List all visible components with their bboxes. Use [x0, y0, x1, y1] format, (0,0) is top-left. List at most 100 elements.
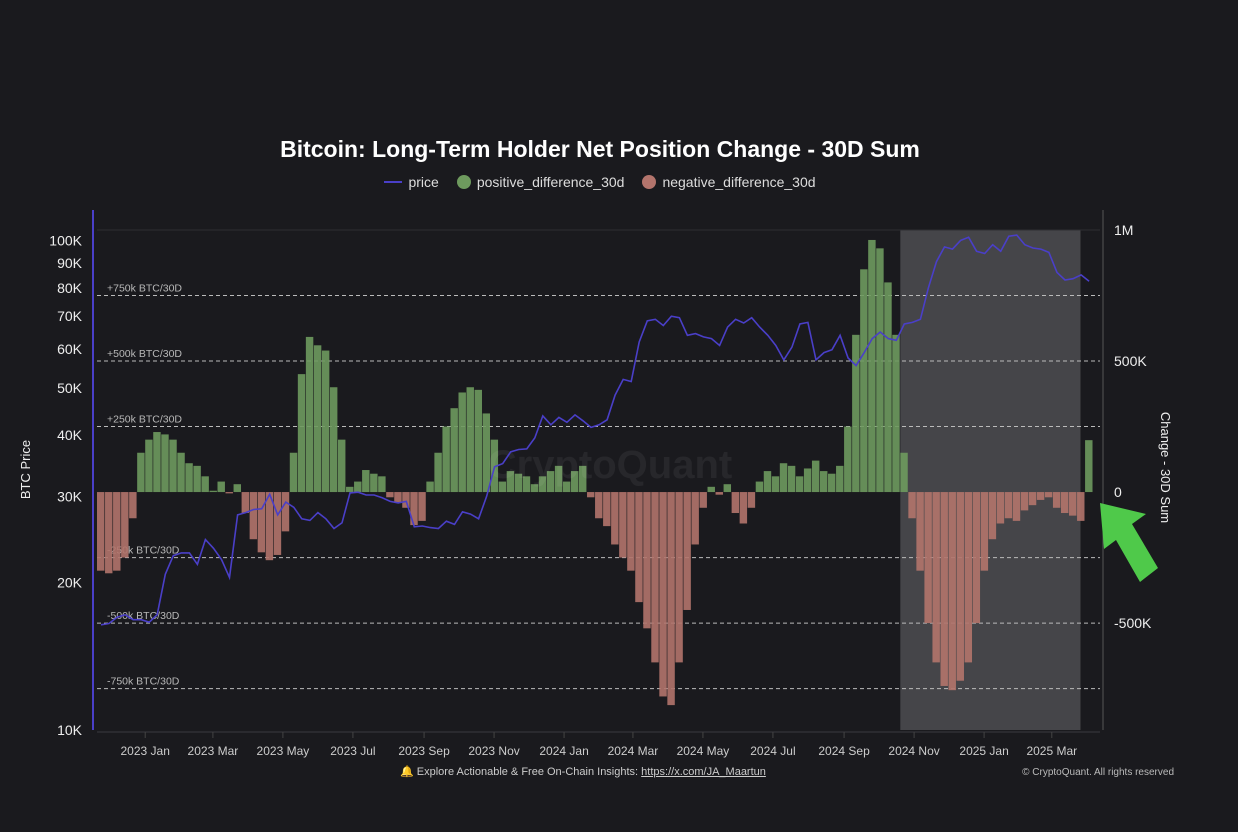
y-left-tick-label: 60K [57, 341, 83, 357]
bar-negative [603, 492, 611, 527]
bar-positive [185, 463, 193, 493]
bar-negative [635, 492, 643, 603]
bar-negative [410, 492, 418, 526]
legend-label: positive_difference_30d [476, 174, 625, 190]
bar-negative [129, 492, 137, 519]
arrow-up-left-icon [1100, 503, 1158, 582]
bar-positive [546, 471, 555, 493]
reference-line-label: +500k BTC/30D [107, 348, 182, 360]
bar-negative [627, 492, 635, 571]
bar-positive [795, 476, 804, 493]
bar-positive [161, 434, 169, 493]
y-right-label: Change - 30D Sum [1158, 411, 1174, 524]
bar-positive [836, 465, 844, 493]
y-left-tick-label: 30K [57, 488, 83, 504]
bar-positive [289, 452, 298, 493]
bar-negative [964, 492, 973, 663]
watermark: CryptoQuant [488, 443, 732, 487]
bar-positive [233, 484, 241, 493]
bar-positive [313, 345, 322, 493]
legend-swatch [456, 175, 471, 189]
bar-positive [844, 426, 852, 493]
bar-positive [771, 476, 780, 493]
y-left-tick-label: 100K [49, 232, 82, 248]
bar-negative [386, 492, 394, 498]
x-tick-label: 2023 Jan [121, 744, 170, 758]
bar-positive [482, 413, 491, 493]
bar-negative [699, 492, 707, 508]
y-left-tick-label: 90K [57, 255, 83, 271]
y-right-tick-label: 1M [1114, 222, 1133, 238]
x-tick-label: 2024 Jul [750, 744, 795, 758]
bar-negative [651, 492, 659, 663]
bar-positive [723, 484, 732, 493]
bar-positive [346, 486, 354, 493]
y-left-tick-label: 80K [57, 280, 83, 296]
x-tick-label: 2025 Jan [959, 744, 1008, 758]
bar-positive [570, 471, 579, 493]
bar-positive [370, 473, 378, 493]
y-left-label: BTC Price [18, 439, 34, 500]
bar-positive [530, 484, 539, 493]
bar-positive [450, 408, 458, 493]
bar-positive [787, 465, 796, 493]
bar-negative [121, 492, 129, 558]
bar-negative [980, 492, 989, 571]
legend-item-price[interactable]: price [384, 174, 439, 190]
bar-negative [932, 492, 940, 663]
bar-positive [562, 481, 571, 493]
bar-positive [892, 334, 900, 493]
bar-positive [193, 465, 201, 493]
footer-link[interactable]: https://x.com/JA_Maartun [641, 766, 766, 778]
bar-positive [297, 374, 306, 493]
bar-positive [876, 248, 884, 493]
x-tick-label: 2023 Mar [188, 744, 239, 758]
y-left-tick-label: 40K [57, 427, 83, 443]
legend-item-positive[interactable]: positive_difference_30d [456, 174, 625, 190]
legend: price positive_difference_30d negative_d… [0, 174, 1200, 190]
bar-negative [924, 492, 932, 624]
bar-negative [643, 492, 651, 629]
bar-negative [972, 492, 981, 624]
bar-negative [988, 492, 997, 540]
bar-positive [763, 471, 772, 493]
bar-negative [1077, 492, 1085, 521]
price-line [100, 234, 1090, 626]
bar-positive [900, 452, 908, 493]
bar-positive [522, 476, 531, 493]
bar-positive [442, 426, 450, 493]
bar-positive [490, 439, 499, 493]
bar-positive [217, 481, 225, 493]
y-right-tick-label: 0 [1114, 484, 1122, 500]
bar-negative [257, 492, 266, 553]
bar-negative [675, 492, 683, 663]
bar-negative [908, 492, 916, 519]
bar-negative [747, 492, 756, 508]
footer-text: Explore Actionable & Free On-Chain Insig… [416, 766, 642, 778]
bar-positive [434, 452, 442, 493]
x-tick-label: 2024 Mar [608, 744, 659, 758]
bar-negative [940, 492, 948, 686]
bar-negative [1004, 492, 1013, 519]
bar-positive [426, 481, 434, 493]
bar-positive [538, 476, 547, 493]
bar-negative [281, 492, 290, 532]
bar-negative [97, 492, 105, 571]
bar-positive [466, 387, 474, 493]
y-right-tick-label: -500K [1114, 615, 1152, 631]
bar-positive [169, 439, 177, 493]
legend-item-negative[interactable]: negative_difference_30d [642, 174, 816, 190]
bar-negative [683, 492, 691, 610]
bar-negative [1028, 492, 1037, 506]
y-left-tick-label: 70K [57, 308, 83, 324]
bar-negative [1044, 492, 1053, 498]
bar-negative [996, 492, 1005, 524]
bar-positive [153, 432, 161, 493]
footer: 🔔 Explore Actionable & Free On-Chain Ins… [400, 765, 766, 778]
bar-negative [241, 492, 250, 514]
bar-positive [514, 473, 523, 493]
bar-positive [458, 392, 466, 493]
x-tick-label: 2025 Mar [1026, 744, 1077, 758]
legend-swatch [642, 175, 657, 189]
chart-title: Bitcoin: Long-Term Holder Net Position C… [280, 136, 920, 162]
